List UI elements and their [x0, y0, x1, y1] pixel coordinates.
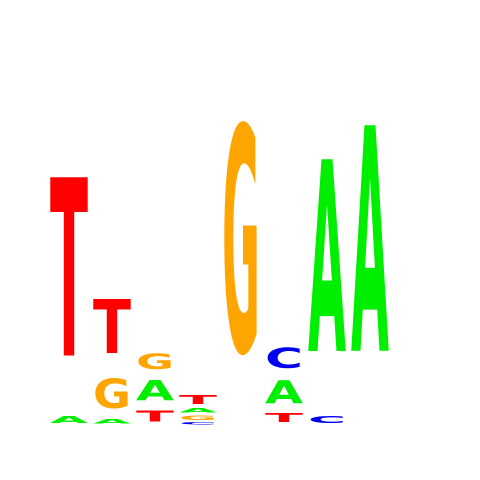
letter-c: C	[265, 342, 303, 375]
letter-a: A	[179, 407, 217, 414]
logo-column-8: A	[351, 64, 389, 424]
logo-column-6: TAC	[265, 342, 304, 426]
letter-t: T	[179, 393, 218, 407]
letter-t: T	[265, 411, 304, 425]
logo-column-3: TAG	[136, 349, 174, 425]
letter-a: A	[50, 414, 89, 425]
letter-a: A	[351, 64, 389, 424]
letter-g: G	[136, 349, 174, 375]
letter-a: A	[93, 418, 131, 425]
logo-column-2: AGT	[93, 285, 131, 425]
letter-t: T	[136, 407, 174, 425]
letter-t: T	[50, 128, 88, 413]
letter-g: G	[179, 414, 217, 421]
letter-c: C	[179, 421, 217, 425]
logo-column-7: CA	[308, 106, 346, 425]
letter-a: A	[308, 106, 346, 413]
letter-c: C	[308, 414, 346, 425]
logo-column-1: AT	[50, 128, 89, 425]
letter-t: T	[93, 285, 131, 371]
logo-column-5: G	[222, 65, 260, 424]
letter-g: G	[93, 372, 131, 418]
letter-a: A	[265, 374, 303, 410]
letter-a: A	[136, 375, 174, 407]
letter-g: G	[222, 65, 260, 424]
